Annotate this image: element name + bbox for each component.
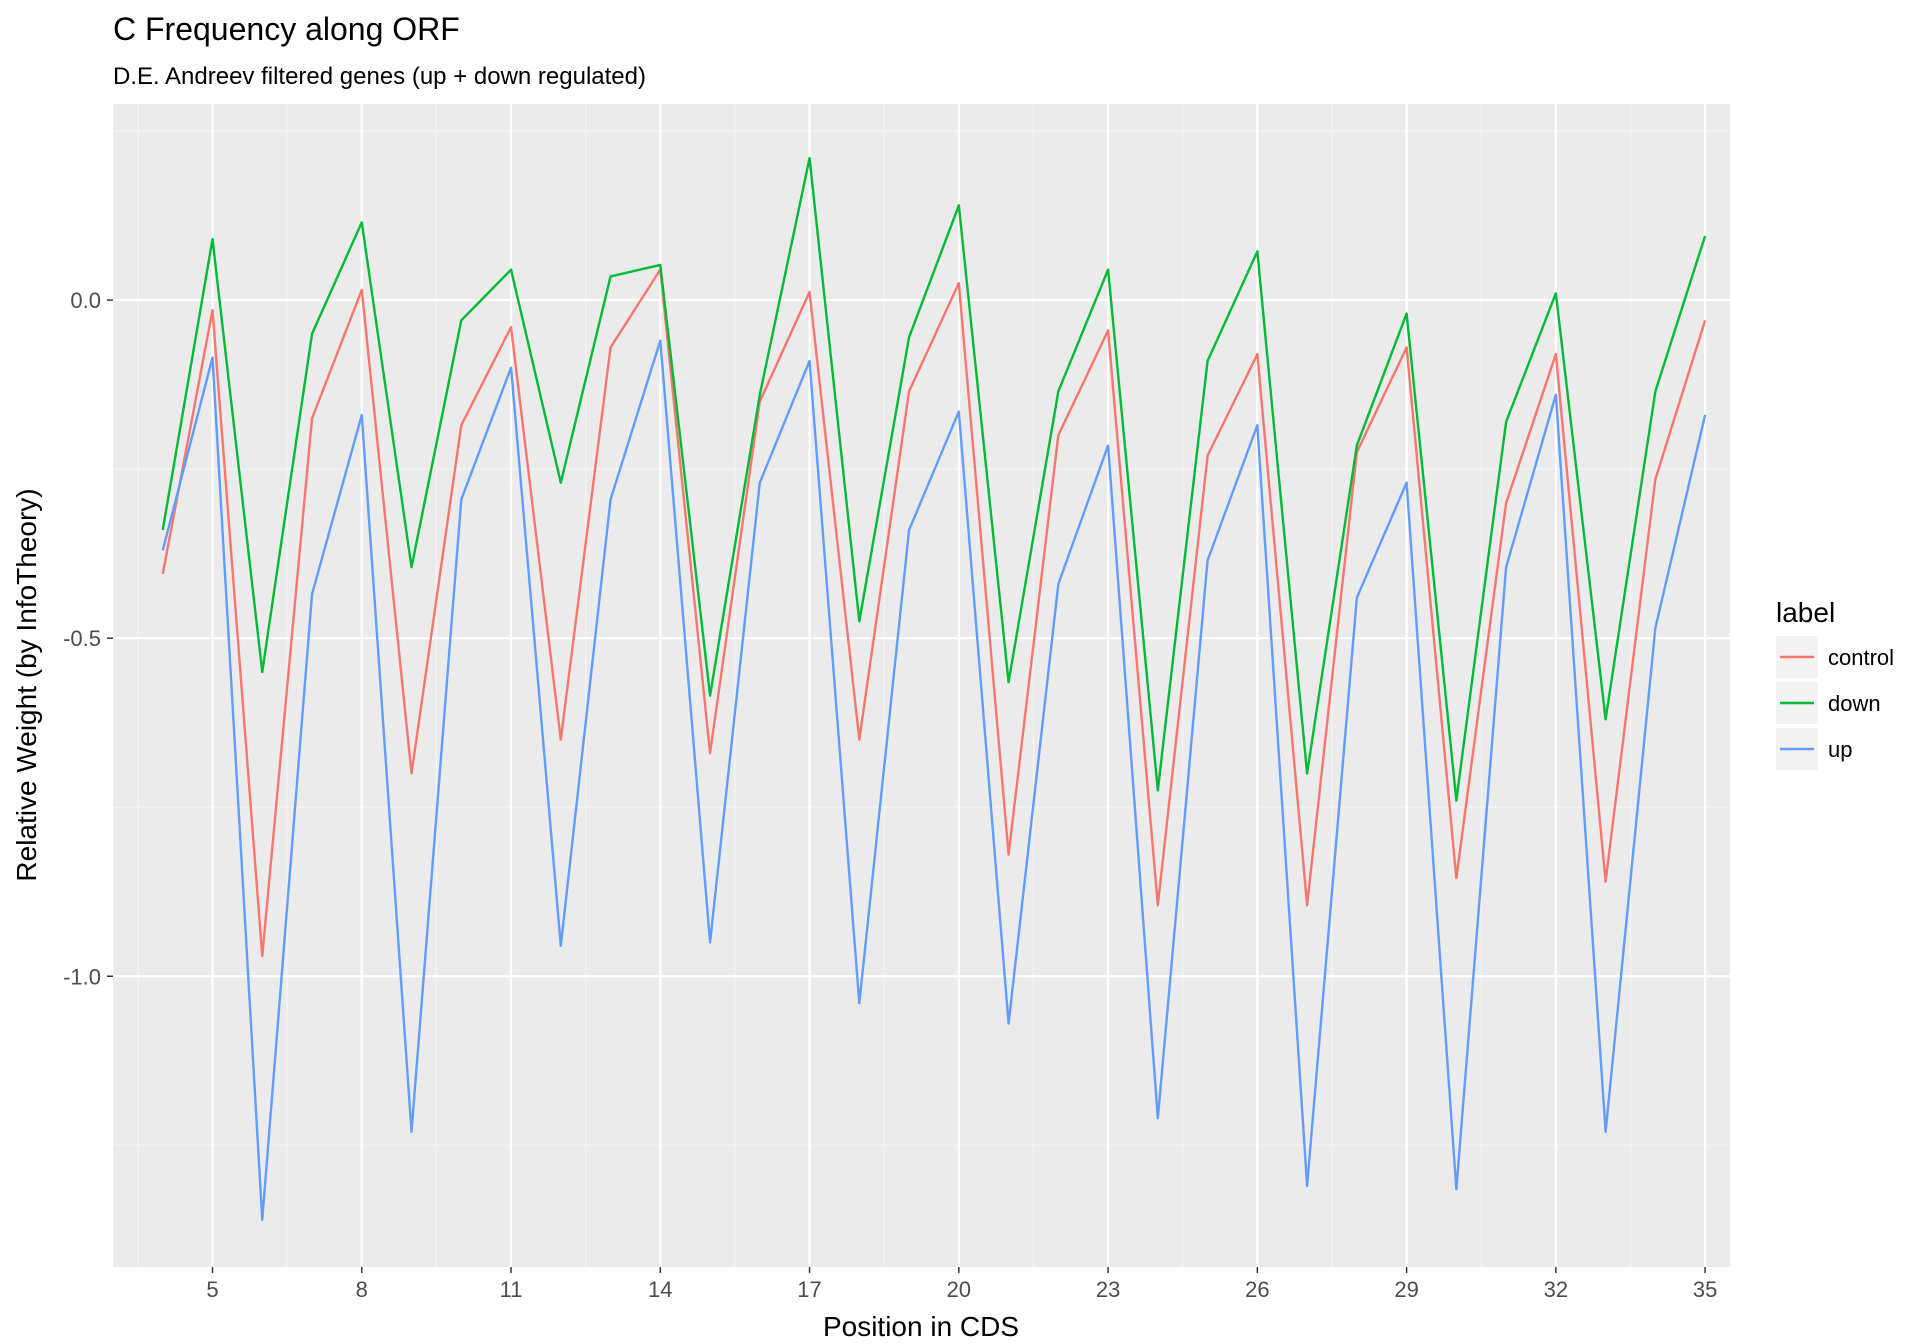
y-axis-title: Relative Weight (by InfoTheory) [11,488,42,881]
major-gridlines [113,104,1730,1267]
chart-title: C Frequency along ORF [113,11,460,47]
legend-label-control: control [1828,645,1894,670]
x-tick-label: 11 [500,1277,523,1302]
legend: label control down up [1776,597,1894,770]
x-tick-label: 14 [648,1277,672,1302]
minor-gridlines [113,104,1730,1267]
legend-label-down: down [1828,691,1881,716]
plot-panel [113,104,1730,1267]
series-line-down [161,156,1707,802]
legend-label-up: up [1828,737,1852,762]
y-axis: 0.0 -0.5 -1.0 [63,288,113,989]
x-axis: 5 8 11 14 17 20 23 26 29 32 35 [206,1267,1717,1302]
x-tick-label: 35 [1693,1277,1717,1302]
x-tick-label: 8 [356,1277,368,1302]
x-tick-label: 20 [947,1277,971,1302]
series-lines [161,156,1707,1221]
x-tick-label: 5 [206,1277,218,1302]
y-tick-label: -0.5 [63,626,101,651]
x-tick-label: 23 [1096,1277,1120,1302]
x-tick-label: 32 [1544,1277,1568,1302]
x-axis-title: Position in CDS [823,1311,1019,1342]
series-line-up [161,339,1707,1221]
series-line-control [161,268,1707,958]
chart-subtitle: D.E. Andreev filtered genes (up + down r… [113,63,646,90]
x-tick-label: 29 [1394,1277,1418,1302]
x-tick-label: 17 [797,1277,821,1302]
y-tick-label: -1.0 [63,964,101,989]
y-tick-label: 0.0 [70,288,101,313]
legend-title: label [1776,597,1835,628]
x-tick-label: 26 [1245,1277,1269,1302]
